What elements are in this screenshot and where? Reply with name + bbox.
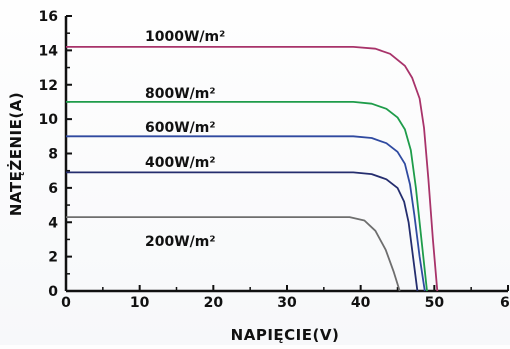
axes: 0 2 4 6 8 10 12 14 16 0 10 20 30 40 50 60 <box>39 9 510 311</box>
x-tick-label: 0 <box>61 295 71 311</box>
series-label: 600W/m² <box>145 120 216 136</box>
series-line <box>66 46 439 292</box>
y-tick-label: 14 <box>39 43 59 59</box>
y-axis-title: NATĘŻENIE(A) <box>6 92 25 216</box>
y-tick-label: 16 <box>39 9 58 25</box>
x-axis-title: NAPIĘCIE(V) <box>231 326 340 344</box>
x-tick-label: 10 <box>130 295 150 311</box>
x-tick-label: 30 <box>277 295 297 311</box>
series-label: 400W/m² <box>145 155 216 171</box>
y-tick-label: 8 <box>48 147 58 163</box>
x-tick-label: 50 <box>425 295 445 311</box>
series-line <box>66 171 419 292</box>
series-label: 200W/m² <box>145 234 216 250</box>
y-tick-label: 10 <box>39 112 59 128</box>
y-tick-label: 12 <box>39 78 58 94</box>
series-line <box>66 216 401 292</box>
series-line <box>66 101 428 292</box>
x-tick-label: 20 <box>204 295 224 311</box>
y-tick-label: 4 <box>48 215 58 231</box>
series-label: 800W/m² <box>145 86 216 102</box>
series-lines <box>66 46 439 292</box>
y-tick-label: 2 <box>48 250 58 266</box>
series-label: 1000W/m² <box>145 29 225 45</box>
x-tick-label: 60 <box>500 295 510 311</box>
y-tick-label: 6 <box>48 181 58 197</box>
series-labels: 1000W/m² 800W/m² 600W/m² 400W/m² 200W/m² <box>145 29 225 250</box>
y-tick-label: 0 <box>48 284 58 300</box>
series-line <box>66 135 426 292</box>
x-tick-label: 40 <box>351 295 371 311</box>
